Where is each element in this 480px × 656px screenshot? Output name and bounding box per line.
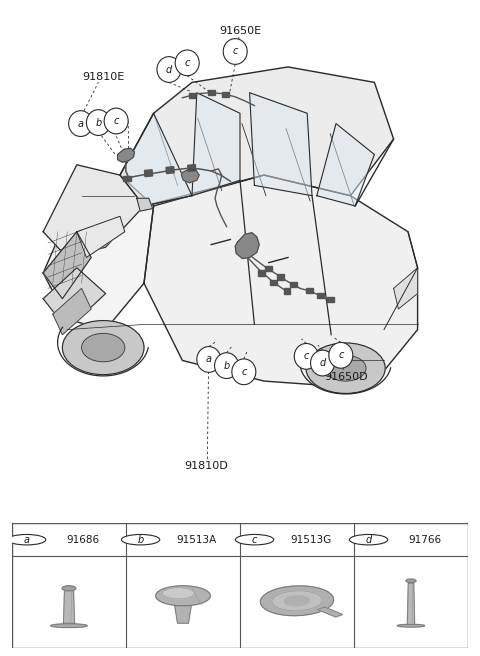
- Polygon shape: [394, 268, 418, 309]
- Polygon shape: [317, 123, 374, 206]
- Polygon shape: [192, 92, 240, 195]
- Text: a: a: [206, 354, 212, 365]
- Bar: [144, 170, 153, 176]
- Text: 91810E: 91810E: [82, 72, 124, 82]
- Text: 91810D: 91810D: [184, 461, 228, 471]
- Text: b: b: [137, 535, 144, 544]
- Polygon shape: [144, 175, 418, 386]
- Bar: [317, 293, 324, 298]
- Ellipse shape: [62, 321, 144, 375]
- Polygon shape: [63, 591, 74, 623]
- Text: c: c: [113, 116, 119, 126]
- Text: c: c: [303, 352, 309, 361]
- Circle shape: [69, 111, 93, 136]
- Ellipse shape: [260, 586, 334, 616]
- Text: 91650D: 91650D: [324, 372, 367, 382]
- Bar: [123, 176, 131, 181]
- Polygon shape: [120, 113, 192, 206]
- Text: c: c: [241, 367, 247, 377]
- Polygon shape: [137, 198, 153, 211]
- Polygon shape: [53, 289, 91, 335]
- Circle shape: [349, 535, 388, 545]
- Circle shape: [223, 39, 247, 64]
- Circle shape: [121, 535, 160, 545]
- Circle shape: [86, 110, 110, 135]
- Bar: [306, 288, 313, 293]
- Circle shape: [235, 535, 274, 545]
- Text: c: c: [184, 58, 190, 68]
- Polygon shape: [318, 607, 343, 617]
- Circle shape: [294, 344, 318, 369]
- Circle shape: [215, 353, 239, 379]
- Bar: [327, 297, 334, 302]
- Polygon shape: [120, 67, 394, 206]
- Ellipse shape: [285, 596, 310, 605]
- Polygon shape: [43, 175, 154, 329]
- Text: b: b: [223, 361, 230, 371]
- Bar: [222, 92, 229, 97]
- Bar: [265, 266, 272, 272]
- Text: 91650E: 91650E: [219, 26, 261, 36]
- Text: 91766: 91766: [408, 535, 441, 544]
- Text: b: b: [95, 117, 102, 127]
- Polygon shape: [235, 233, 259, 258]
- Bar: [270, 280, 277, 285]
- Polygon shape: [175, 605, 191, 623]
- Circle shape: [104, 108, 128, 134]
- Bar: [208, 90, 215, 95]
- Polygon shape: [181, 169, 199, 183]
- Ellipse shape: [406, 579, 416, 583]
- Text: c: c: [232, 47, 238, 56]
- Text: d: d: [319, 358, 326, 368]
- Bar: [258, 270, 265, 276]
- Ellipse shape: [306, 343, 385, 394]
- Circle shape: [7, 535, 46, 545]
- Ellipse shape: [82, 333, 125, 361]
- Text: 91513G: 91513G: [290, 535, 331, 544]
- Ellipse shape: [272, 591, 322, 611]
- Text: 91513A: 91513A: [177, 535, 217, 544]
- Ellipse shape: [51, 624, 87, 628]
- Polygon shape: [43, 268, 106, 329]
- Ellipse shape: [62, 586, 76, 591]
- Polygon shape: [43, 165, 144, 257]
- Circle shape: [175, 50, 199, 75]
- Text: c: c: [252, 535, 257, 544]
- Bar: [189, 92, 195, 98]
- Polygon shape: [77, 216, 125, 257]
- Circle shape: [311, 350, 335, 376]
- Circle shape: [197, 346, 221, 373]
- Text: 91686: 91686: [66, 535, 99, 544]
- Ellipse shape: [156, 586, 210, 605]
- Ellipse shape: [325, 356, 366, 381]
- Bar: [284, 289, 290, 293]
- Text: a: a: [24, 535, 30, 544]
- Text: d: d: [365, 535, 372, 544]
- Circle shape: [157, 56, 181, 83]
- Polygon shape: [250, 92, 312, 195]
- Text: d: d: [166, 64, 172, 75]
- Polygon shape: [43, 232, 91, 298]
- Bar: [166, 167, 174, 174]
- Bar: [277, 274, 284, 279]
- Bar: [290, 281, 297, 287]
- Polygon shape: [118, 148, 134, 162]
- Text: c: c: [338, 350, 344, 360]
- Bar: [188, 165, 196, 171]
- Ellipse shape: [162, 588, 194, 599]
- Circle shape: [232, 359, 256, 384]
- Ellipse shape: [397, 625, 425, 627]
- Circle shape: [329, 342, 353, 368]
- Polygon shape: [408, 583, 415, 625]
- Text: a: a: [78, 119, 84, 129]
